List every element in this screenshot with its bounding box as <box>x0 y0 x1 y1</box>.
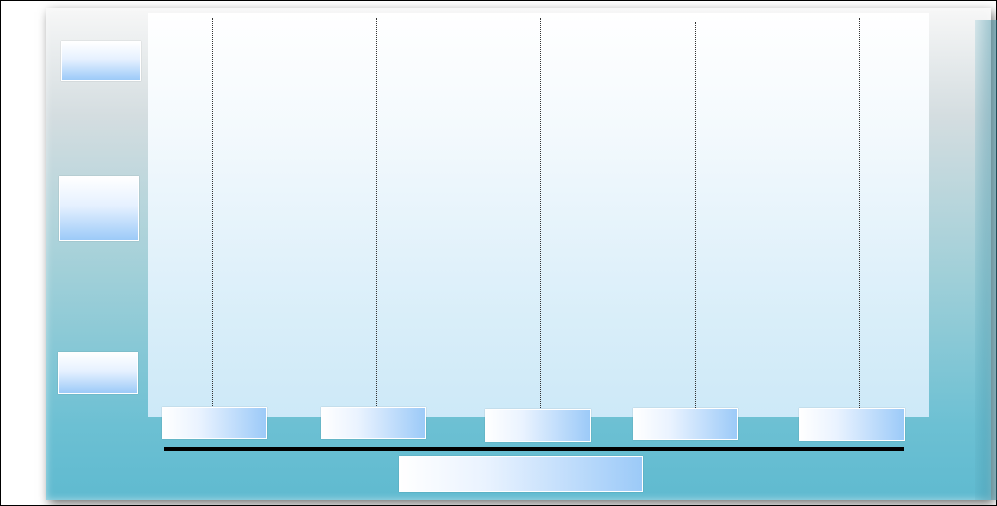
lane-line-2 <box>376 18 377 406</box>
column-label-3 <box>486 410 590 441</box>
axis-title <box>400 457 642 491</box>
row-label-box-2 <box>59 176 139 241</box>
lane-line-1 <box>212 18 213 406</box>
row-label-2 <box>60 177 138 240</box>
column-label-box-5 <box>799 408 905 441</box>
lane-line-4 <box>695 22 696 410</box>
axis-title-box <box>399 456 643 492</box>
column-label-box-2 <box>321 407 426 439</box>
row-label-box-1 <box>61 41 141 81</box>
row-label-box-3 <box>58 352 138 394</box>
column-label-2 <box>322 408 425 438</box>
row-label-3 <box>59 353 137 393</box>
row-label-1 <box>62 42 140 80</box>
lane-area <box>148 13 929 417</box>
column-label-box-3 <box>485 409 591 442</box>
lane-line-3 <box>540 18 541 410</box>
column-label-4 <box>634 409 737 439</box>
axis-baseline <box>164 447 904 451</box>
column-label-box-1 <box>162 407 267 439</box>
column-label-box-4 <box>633 408 738 440</box>
panel-edge-shading <box>975 20 997 500</box>
column-label-1 <box>163 408 266 438</box>
column-label-5 <box>800 409 904 440</box>
lane-line-5 <box>859 18 860 410</box>
